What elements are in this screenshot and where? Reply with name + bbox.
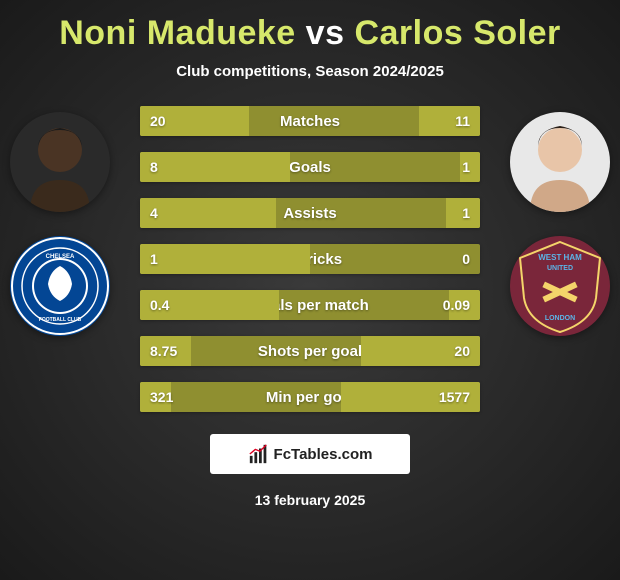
stat-value-right: 0 [462, 251, 470, 267]
stat-value-left: 321 [150, 389, 173, 405]
watermark-text: FcTables.com [274, 446, 373, 463]
stat-label: Goals [289, 159, 331, 176]
date-text: 13 february 2025 [0, 492, 620, 508]
stat-bar: 8.75 Shots per goal 20 [140, 336, 480, 366]
stat-bar: 20 Matches 11 [140, 106, 480, 136]
stat-bar: 1Hattricks0 [140, 244, 480, 274]
svg-text:FOOTBALL CLUB: FOOTBALL CLUB [39, 317, 82, 323]
westham-badge-icon: WEST HAM UNITED LONDON [510, 236, 610, 336]
stat-bar: 8 Goals 1 [140, 152, 480, 182]
watermark-badge: FcTables.com [210, 434, 410, 474]
stat-fill-left [140, 152, 290, 182]
stat-value-right: 1577 [439, 389, 470, 405]
comparison-card: Noni Madueke vs Carlos Soler Club compet… [0, 0, 620, 580]
stat-value-right: 1 [462, 159, 470, 175]
page-title: Noni Madueke vs Carlos Soler [0, 14, 620, 53]
stat-bar: 4 Assists 1 [140, 198, 480, 228]
stat-fill-left [140, 198, 276, 228]
stat-label: Matches [280, 113, 340, 130]
chart-icon [248, 443, 270, 465]
player1-club-badge: CHELSEA FOOTBALL CLUB [10, 236, 110, 336]
stat-label: Shots per goal [258, 343, 362, 360]
svg-text:WEST HAM: WEST HAM [538, 253, 582, 262]
vs-text: vs [306, 14, 355, 52]
right-column: WEST HAM UNITED LONDON [510, 112, 610, 336]
stat-bar: 0.4Goals per match0.09 [140, 290, 480, 320]
stat-value-left: 8 [150, 159, 158, 175]
svg-text:UNITED: UNITED [547, 265, 573, 272]
stat-value-right: 20 [454, 343, 470, 359]
stat-value-left: 20 [150, 113, 166, 129]
player1-name: Noni Madueke [59, 14, 295, 52]
stat-fill-right [419, 106, 480, 136]
stat-value-left: 8.75 [150, 343, 177, 359]
stat-value-right: 1 [462, 205, 470, 221]
person-icon [510, 112, 610, 212]
svg-text:CHELSEA: CHELSEA [46, 254, 75, 260]
player2-club-badge: WEST HAM UNITED LONDON [510, 236, 610, 336]
stat-fill-left [140, 244, 310, 274]
stat-value-right: 11 [455, 113, 470, 129]
stat-value-left: 4 [150, 205, 158, 221]
content-area: CHELSEA FOOTBALL CLUB WEST HAM UNITED [0, 106, 620, 412]
stat-value-right: 0.09 [443, 297, 470, 313]
player1-avatar [10, 112, 110, 212]
stat-value-left: 0.4 [150, 297, 169, 313]
player2-avatar [510, 112, 610, 212]
left-column: CHELSEA FOOTBALL CLUB [10, 112, 110, 336]
stat-label: Assists [283, 205, 336, 222]
svg-text:LONDON: LONDON [545, 315, 575, 322]
stat-bar: 321Min per goal1577 [140, 382, 480, 412]
subtitle: Club competitions, Season 2024/2025 [0, 63, 620, 80]
person-icon [10, 112, 110, 212]
chelsea-badge-icon: CHELSEA FOOTBALL CLUB [10, 236, 110, 336]
stat-value-left: 1 [150, 251, 158, 267]
stat-bars: 20Matches118Goals14Assists11Hattricks00.… [140, 106, 480, 412]
player2-name: Carlos Soler [354, 14, 560, 52]
